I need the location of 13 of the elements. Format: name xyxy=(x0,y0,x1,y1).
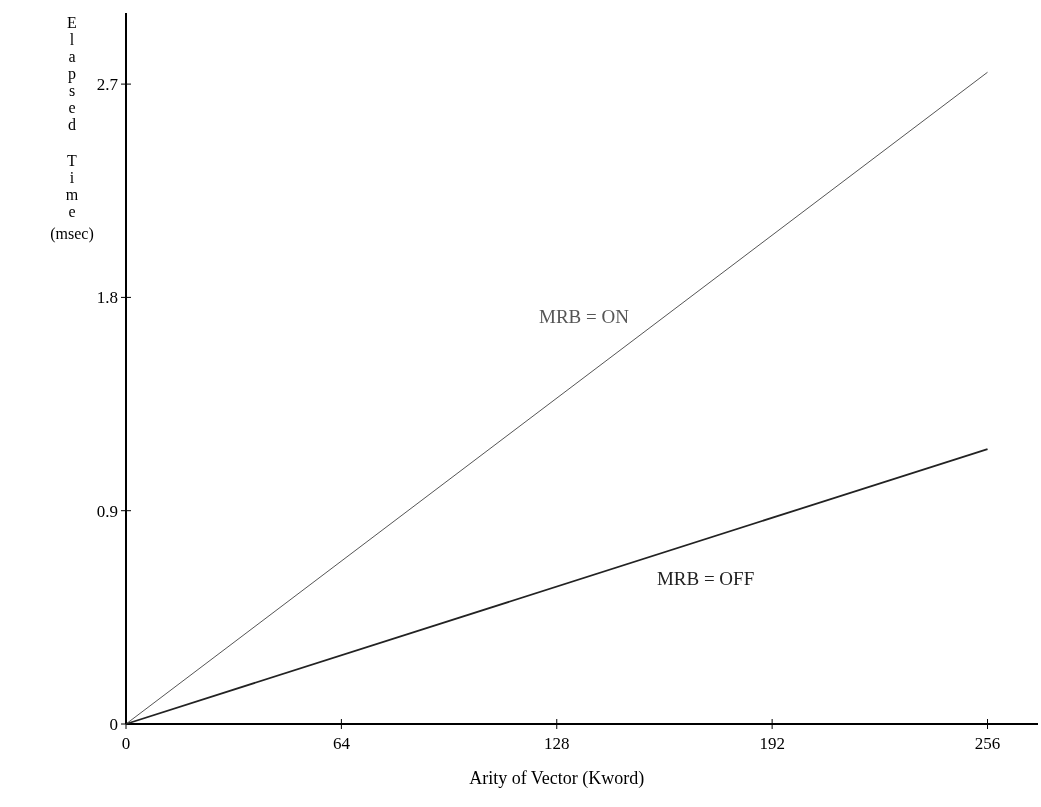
x-tick-label: 0 xyxy=(121,734,131,753)
x-tick-label: 128 xyxy=(544,734,570,753)
y-tick-label: 1.8 xyxy=(96,288,118,308)
x-axis-title: Arity of Vector (Kword) xyxy=(469,768,645,789)
y-tick-label: 0.9 xyxy=(96,501,118,521)
y-tick-label: 2.7 xyxy=(96,75,119,95)
text: Elapsed Time (msec) xyxy=(50,14,94,242)
x-tick-label: 256 xyxy=(974,734,1001,753)
series-label: MRB = ON xyxy=(539,305,630,327)
series-label: MRB = OFF xyxy=(656,568,755,590)
y-tick-label: 0 xyxy=(109,715,118,734)
x-tick-label: 64 xyxy=(332,734,351,753)
x-tick-label: 192 xyxy=(759,734,785,753)
